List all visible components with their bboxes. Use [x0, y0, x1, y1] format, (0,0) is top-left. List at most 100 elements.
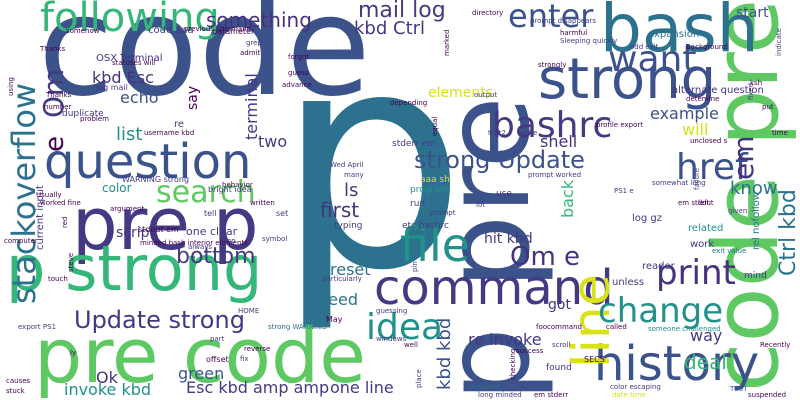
word-em-stdout: em stdout — [678, 199, 714, 207]
word-know: know — [730, 178, 778, 199]
word-failure: failure — [693, 167, 701, 190]
word-prompt-disappears: prompt disappears — [530, 17, 597, 25]
word-hit-kbd: hit kbd — [484, 231, 533, 247]
word-one-line: one line — [330, 378, 394, 397]
word-stuck: stuck — [6, 387, 25, 395]
word-offset: offset — [206, 355, 229, 364]
word-etc-bashrc: etc bashrc — [402, 221, 449, 231]
word-admit: admit — [240, 49, 261, 57]
word-code: code — [38, 0, 371, 127]
word-odd-exit: odd exit — [630, 43, 659, 51]
word-one-clear: one clear — [186, 225, 238, 238]
word-checking: checking — [509, 348, 517, 380]
word-symbol: symbol — [262, 235, 288, 243]
word-two: two — [258, 132, 288, 151]
word-called: called — [606, 323, 627, 331]
word-computer: computer — [4, 237, 38, 245]
word-em: em — [727, 135, 760, 180]
word-osx-terminal: OSX Terminal — [96, 53, 163, 64]
word-bottom: bottom — [176, 244, 256, 269]
word-using: using — [7, 77, 15, 96]
word-echo: echo — [120, 88, 159, 107]
word-parameter: parameter — [212, 27, 255, 36]
word-prompt: prompt — [430, 209, 456, 217]
word-search: search — [156, 175, 256, 210]
word-use: use — [496, 189, 512, 199]
word-reverse: reverse — [244, 345, 271, 353]
word-always: always — [188, 243, 213, 251]
word-typing: typing — [334, 221, 363, 231]
word-secs: SECS — [584, 355, 605, 364]
word-place: place — [415, 369, 423, 388]
word-pre-p: pre p — [72, 182, 259, 266]
word-code-aaa: code aaa — [148, 25, 194, 36]
word-history: history — [594, 336, 760, 392]
word-thanks: Thanks — [40, 45, 66, 53]
word-em-stderr: em stderr — [534, 391, 569, 399]
word-back: back — [558, 179, 577, 218]
word-got: got — [548, 297, 571, 313]
word-rel-nofollow: rel nofollow — [751, 192, 762, 250]
word-test2: test2 — [488, 129, 506, 137]
word-background: Background — [686, 43, 728, 51]
word-first: first — [320, 198, 360, 222]
word-success: success — [516, 347, 544, 355]
word-foocommand: foocommand — [536, 323, 582, 331]
word-expansion: expansion — [648, 29, 700, 40]
word-mind: mind — [744, 271, 767, 281]
word-question: question — [44, 134, 252, 190]
word-reset: reset — [330, 260, 371, 279]
word-steve: steve — [67, 252, 75, 272]
word-marked: marked — [443, 29, 451, 56]
word-deal: deal — [684, 350, 727, 374]
word-need: need — [318, 290, 358, 309]
word-red: red — [61, 216, 69, 228]
word-want: want — [608, 39, 697, 80]
word-duplicate: duplicate — [62, 109, 104, 119]
word-strong: strong — [538, 47, 717, 112]
word-fix: fix — [240, 355, 249, 363]
word-advance: advance — [282, 81, 312, 89]
word-forgot: forgot — [288, 53, 309, 61]
word-particularly: particularly — [322, 275, 362, 283]
word-mail-log: mail log — [358, 0, 446, 23]
word-re: re — [174, 119, 185, 130]
word-time: time — [772, 129, 788, 137]
word-grep: grep — [246, 39, 262, 47]
word-someone-challenged: someone challenged — [648, 325, 721, 333]
word-wed-april: Wed April — [330, 161, 364, 169]
word-written: written — [250, 199, 275, 207]
word-ly: ly — [70, 349, 77, 357]
word-color-escaping: color escaping — [610, 383, 661, 391]
word-test: TEST — [730, 385, 748, 393]
word-prompt-worked: prompt worked — [528, 171, 582, 179]
word-enter: enter — [508, 0, 594, 35]
word-equal: equal — [431, 116, 439, 136]
word-ls: ls — [344, 180, 359, 201]
word-tell: tell — [204, 209, 217, 218]
word-command: command — [374, 260, 614, 316]
word-amp: amp — [220, 237, 236, 245]
word-somehow: somehow — [66, 27, 100, 35]
word-strong-warning: strong WARNING — [268, 323, 327, 331]
word-href: href — [676, 147, 748, 188]
word-pin: pin — [411, 261, 419, 272]
word-ksh: ksh — [750, 79, 763, 87]
word-following: following — [40, 0, 220, 41]
word-put: put — [762, 103, 774, 111]
word-way: way — [690, 326, 723, 345]
word-usually: Usually — [36, 191, 62, 199]
word-pre-code: pre code — [34, 311, 367, 400]
word-list: list — [116, 124, 143, 145]
word-re-invoke: re invoke — [468, 330, 542, 349]
word-ok: Ok — [96, 368, 118, 387]
word-detemine: detemine — [686, 95, 720, 103]
word-statuses-will: statuses will — [112, 59, 156, 67]
word-shell: shell — [540, 132, 578, 151]
word-lot: lot — [476, 201, 485, 209]
word-many: many — [344, 171, 364, 179]
word-start: start — [736, 5, 769, 21]
word-guessing: guessing — [376, 307, 408, 315]
word-kbd-esc: kbd Esc — [92, 68, 154, 87]
